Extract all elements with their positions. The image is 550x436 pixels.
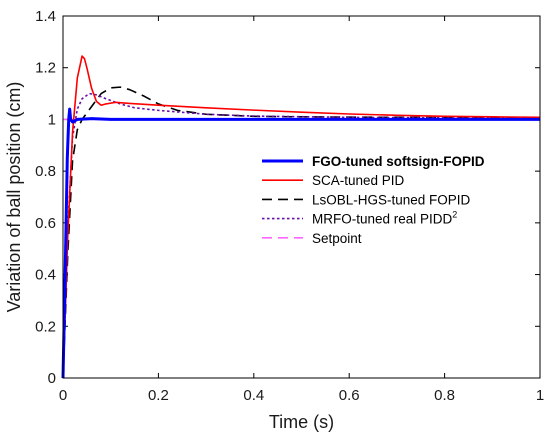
x-tick-label: 0.6 (339, 387, 360, 404)
y-tick-label: 0.2 (35, 318, 56, 335)
series-line-1 (62, 55, 541, 379)
series-line-0 (61, 107, 540, 379)
y-axis-label: Variation of ball position (cm) (4, 82, 24, 313)
legend-label: MRFO-tuned real PIDD2 (312, 210, 457, 227)
x-tick-label: 0.4 (243, 387, 264, 404)
legend-label-text: Setpoint (312, 231, 362, 246)
legend-label: FGO-tuned softsign-FOPID (312, 154, 485, 169)
y-tick-label: 0.4 (35, 267, 56, 284)
series-layer (61, 55, 541, 379)
legend-label: LsOBL-HGS-tuned FOPID (312, 192, 471, 207)
series-line-2 (62, 86, 541, 379)
plot-frame (62, 15, 541, 379)
series-line-3 (62, 92, 541, 379)
x-tick-label: 0 (59, 387, 67, 404)
legend-label-text: MRFO-tuned real PIDD (312, 212, 453, 227)
y-tick-label: 0.6 (35, 215, 56, 232)
x-tick-label: 0.2 (148, 387, 169, 404)
x-tick-label: 1 (536, 387, 544, 404)
axis-ticks: 0 0.2 0.4 0.6 0.8 1 0 0.2 0.4 0.6 0.8 1 1.2 1.4 (35, 8, 544, 404)
y-tick-label: 0 (48, 370, 56, 387)
y-tick-label: 0.8 (35, 163, 56, 180)
y-tick-label: 1.2 (35, 60, 56, 77)
x-tick-label: 0.8 (434, 387, 455, 404)
legend: FGO-tuned softsign-FOPID SCA-tuned PID LsO… (262, 154, 485, 246)
legend-label-text: SCA-tuned PID (312, 173, 405, 188)
x-axis-label: Time (s) (269, 412, 334, 432)
legend-label: Setpoint (312, 231, 362, 246)
y-tick-label: 1 (48, 111, 56, 128)
y-tick-label: 1.4 (35, 8, 56, 25)
legend-label-text: LsOBL-HGS-tuned FOPID (312, 192, 471, 207)
legend-label-text: FGO-tuned softsign-FOPID (312, 154, 485, 169)
legend-label: SCA-tuned PID (312, 173, 405, 188)
legend-label-superscript: 2 (452, 210, 457, 220)
